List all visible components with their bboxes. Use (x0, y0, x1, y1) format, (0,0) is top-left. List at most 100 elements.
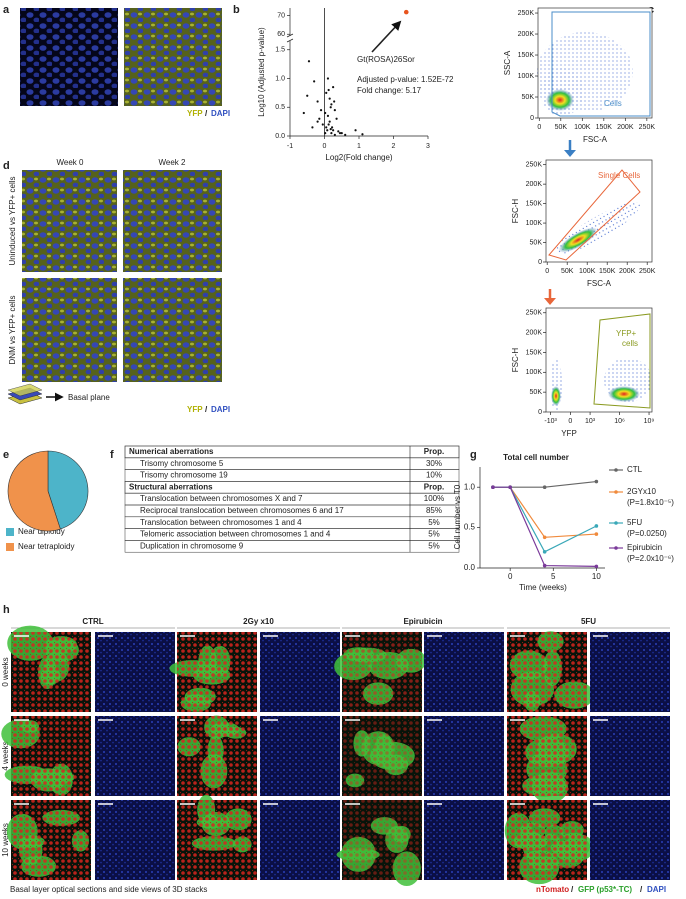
legend-p-value: (P=1.8x10⁻⁵) (627, 498, 674, 507)
x-tick-label: 0 (323, 143, 327, 150)
y-tick-label: 70 (277, 12, 285, 19)
micrograph (424, 632, 504, 712)
legend-swatch (6, 528, 14, 536)
legend-p-value: (P=2.0x10⁻⁶) (627, 554, 674, 563)
legend-label: Near diploidy (18, 527, 65, 536)
gate-label: Single Cells (598, 171, 640, 180)
tomato-layer (507, 632, 587, 712)
legend-marker (614, 546, 618, 550)
data-point (332, 86, 335, 89)
micrograph (590, 632, 670, 712)
data-point (340, 132, 343, 135)
data-point (330, 132, 333, 135)
legend-marker (614, 468, 618, 472)
table-cell: Reciprocal translocation between chromos… (140, 506, 344, 515)
x-tick-label: 2 (392, 143, 396, 150)
y-tick-label: 100K (526, 220, 543, 227)
x-tick-label: 0 (537, 124, 541, 131)
x-tick-label: 5 (551, 572, 556, 581)
density-cloud (551, 386, 561, 406)
density-cloud (558, 227, 598, 253)
tomato-layer (11, 800, 91, 880)
tomato-layer (177, 800, 257, 880)
channel-label: GFP (p53*-TC) (578, 885, 632, 894)
density-cloud (608, 386, 640, 402)
y-axis-label: FSC-H (511, 348, 520, 373)
data-point (354, 129, 357, 132)
micrograph (95, 632, 175, 712)
micrograph (123, 278, 222, 382)
tomato-layer (507, 716, 587, 796)
x-tick-label: 10³ (585, 418, 596, 425)
table-cell: 10% (426, 471, 442, 480)
x-tick-label: 0 (545, 268, 549, 275)
y-tick-label: 60 (277, 31, 285, 38)
tomato-layer (507, 800, 587, 880)
micrograph (590, 716, 670, 796)
x-tick-label: -10³ (544, 418, 557, 425)
y-axis-label: SSC-A (503, 50, 512, 75)
panel-letter: f (110, 449, 114, 461)
data-point (328, 97, 331, 100)
legend-marker (614, 521, 618, 525)
x-tick-label: 50K (561, 268, 574, 275)
tomato-layer (177, 716, 257, 796)
x-tick-label: 250K (639, 124, 656, 131)
data-point (325, 91, 328, 94)
channel-separator: / (205, 405, 208, 414)
data-point (335, 117, 338, 120)
series-point (491, 485, 495, 490)
micrograph (22, 278, 117, 382)
x-tick-label: 250K (639, 268, 656, 275)
channel-label: nTomato (536, 885, 569, 894)
data-point (307, 60, 311, 63)
y-tick-label: 100K (518, 73, 535, 80)
micrograph (260, 800, 340, 880)
y-tick-label: 50K (530, 239, 543, 246)
annotation: Gt(ROSA)26Sor (357, 55, 415, 64)
data-point (306, 94, 309, 97)
micrograph (95, 716, 175, 796)
data-point (326, 77, 330, 80)
gate-label: cells (622, 339, 638, 348)
y-tick-label: 0 (538, 259, 542, 266)
panel-letter: h (3, 604, 10, 616)
x-tick-label: -1 (287, 143, 293, 150)
series-point (542, 563, 547, 568)
channel-separator: / (205, 109, 208, 118)
annotation: Adjusted p-value: 1.52E-72 (357, 75, 454, 84)
data-point (329, 128, 332, 131)
table-cell: 5% (428, 541, 440, 550)
series-point (542, 485, 547, 490)
y-tick-label: 1.5 (275, 47, 285, 54)
data-point (333, 100, 336, 103)
data-point (333, 109, 336, 112)
x-tick-label: 150K (596, 124, 613, 131)
x-tick-label: 1 (357, 143, 361, 150)
legend-label: 5FU (627, 518, 642, 527)
x-tick-label: 100K (579, 268, 596, 275)
x-axis-label: YFP (561, 429, 577, 438)
gate-label: Cells (604, 99, 622, 108)
y-tick-label: 200K (518, 31, 535, 38)
axis-break (286, 33, 294, 38)
data-point (344, 133, 347, 136)
annotation: Fold change: 5.17 (357, 86, 422, 95)
tomato-layer (342, 800, 422, 880)
y-axis-label: FSC-H (511, 199, 520, 224)
legend-label: Epirubicin (627, 543, 662, 552)
pie-slice (7, 450, 61, 532)
density-cloud (546, 89, 574, 111)
y-tick-label: 0.0 (464, 563, 476, 572)
x-axis-label: Time (weeks) (519, 583, 567, 592)
data-point (329, 106, 332, 109)
y-tick-label: 1.0 (275, 75, 285, 82)
table-cell: 85% (426, 506, 442, 515)
micrograph (95, 800, 175, 880)
data-point (330, 126, 334, 129)
table-cell: Duplication in chromosome 9 (140, 541, 244, 550)
y-tick-label: 50K (530, 389, 543, 396)
y-tick-label: 50K (522, 94, 535, 101)
row-label: DNM vs YFP+ cells (8, 296, 17, 365)
